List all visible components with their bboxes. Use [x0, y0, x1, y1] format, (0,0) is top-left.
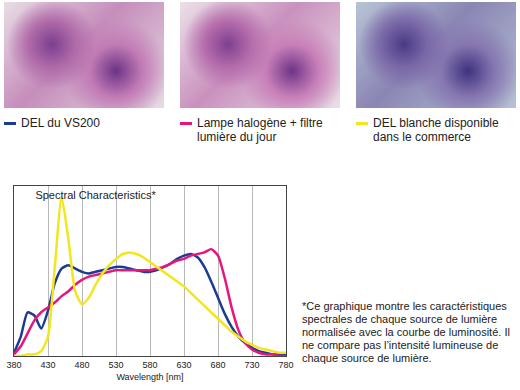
svg-text:580: 580 [142, 360, 157, 370]
svg-text:780: 780 [278, 360, 293, 370]
html-text:DEL blanche disponible dans le: DEL blanche disponible dans le commerce [373, 116, 499, 144]
html-text:Lampe halogène + filtre lumièr: Lampe halogène + filtre lumière du jour [197, 116, 323, 144]
svg-text:430: 430 [40, 360, 55, 370]
svg-text:730: 730 [244, 360, 259, 370]
html-text:*Ce graphique montre les carac: *Ce graphique montre les caractéristique… [302, 300, 510, 364]
svg-text:380: 380 [6, 360, 21, 370]
html-text:DEL du VS200: DEL du VS200 [21, 116, 100, 130]
svg-text:Spectral Characteristics*: Spectral Characteristics* [35, 189, 156, 201]
svg-text:530: 530 [108, 360, 123, 370]
svg-text:680: 680 [210, 360, 225, 370]
svg-text:480: 480 [74, 360, 89, 370]
svg-text:Wavelength [nm]: Wavelength [nm] [116, 372, 183, 382]
svg-text:630: 630 [176, 360, 191, 370]
